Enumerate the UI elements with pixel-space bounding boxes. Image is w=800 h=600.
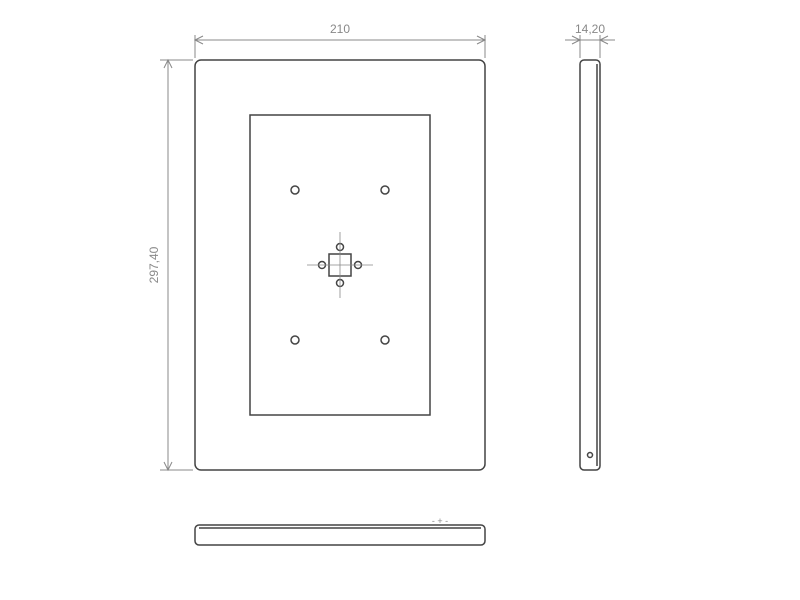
center-mount-feature [307,232,373,298]
side-bottom-hole [588,453,593,458]
front-view [195,60,485,470]
dim-height-label: 297,40 [147,246,161,283]
mount-hole-br [381,336,389,344]
mount-hole-tr [381,186,389,194]
mount-hole-bl [291,336,299,344]
bottom-view: - + - [195,516,485,545]
mount-hole-tl [291,186,299,194]
bottom-mark: - + - [432,516,448,526]
side-view [580,60,600,470]
dim-width-label: 210 [330,22,350,36]
dim-height: 297,40 [147,60,193,470]
dim-width: 210 [195,22,485,58]
dim-depth: 14,20 [565,22,615,58]
technical-drawing: 210 297,40 14,20 - + - [0,0,800,600]
dim-depth-label: 14,20 [575,22,605,36]
